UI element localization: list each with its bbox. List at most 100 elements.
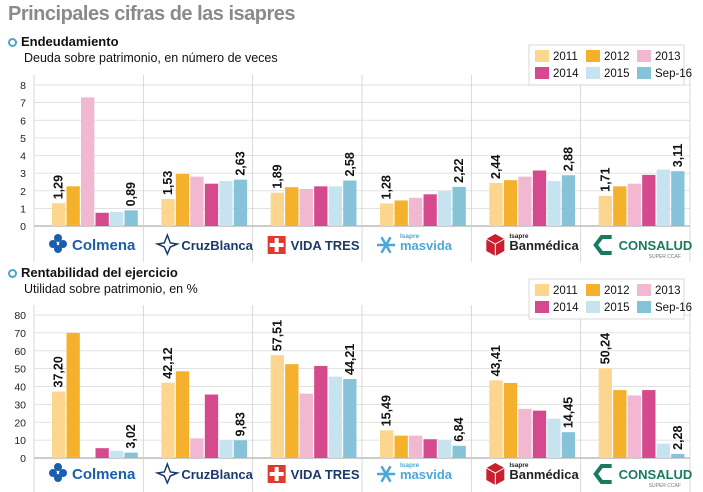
y-tick-label: 4 (20, 151, 26, 163)
legend-swatch (637, 50, 651, 62)
bar (380, 430, 394, 458)
consalud-c-icon (593, 464, 612, 484)
data-label: 50,24 (598, 333, 612, 364)
bar (204, 394, 219, 458)
legend-label: 2012 (604, 285, 630, 297)
y-tick-label: 6 (20, 115, 26, 127)
data-label: 57,51 (270, 320, 284, 351)
y-tick-label: 0 (20, 221, 26, 233)
company-name: Banmédica (509, 238, 579, 253)
y-tick-label: 50 (14, 364, 26, 376)
colmena-cross-icon (49, 469, 57, 477)
bar (124, 452, 138, 458)
bar (110, 450, 124, 458)
company-suffix: SUPER CCAF (649, 254, 681, 260)
legend-label: 2012 (604, 51, 630, 63)
bar (161, 382, 175, 458)
legend-label: 2013 (655, 51, 681, 63)
company-logo: CruzBlanca (154, 232, 254, 256)
company-suffix: SUPER CCAF (649, 483, 681, 489)
y-tick-label: 60 (14, 346, 26, 358)
legend-label: 2015 (604, 68, 630, 80)
data-label: 2,88 (561, 147, 575, 171)
bar (452, 186, 466, 226)
colmena-cross-icon (54, 474, 62, 482)
bar (518, 408, 532, 458)
masvida-snowflake-icon (380, 465, 392, 483)
bar (532, 170, 547, 226)
company-name: Banmédica (509, 467, 579, 482)
bar (175, 371, 190, 458)
company-logo: Colmena (49, 234, 136, 254)
data-label: 44,21 (343, 344, 357, 375)
company-logo: VIDA TRES (267, 465, 360, 483)
legend-label: 2011 (553, 51, 578, 63)
data-label: 1,53 (161, 171, 175, 195)
legend-swatch (586, 50, 600, 62)
section-heading-rentabilidad: Rentabilidad del ejercicio (8, 265, 178, 280)
y-tick-label: 3 (20, 168, 26, 180)
data-label: 42,12 (161, 347, 175, 378)
legend-label: 2014 (553, 68, 579, 80)
bar (219, 181, 233, 226)
bar (314, 186, 328, 226)
colmena-cross-icon (54, 463, 62, 471)
y-tick-label: 2 (20, 186, 26, 198)
y-tick-label: 5 (20, 133, 26, 145)
bar (299, 393, 313, 458)
y-tick-label: 1 (20, 203, 26, 215)
legend-swatch (637, 67, 651, 79)
bar (219, 440, 233, 458)
legend-box (528, 44, 685, 86)
bar (328, 376, 342, 458)
company-prefix: Isapre (400, 233, 420, 240)
colmena-cross-icon (54, 234, 62, 242)
colmena-cross-icon (59, 240, 67, 248)
data-label: 2,28 (671, 426, 685, 450)
bar (423, 439, 437, 458)
bar (656, 443, 670, 458)
data-label: 2,58 (343, 152, 357, 176)
company-prefix: Isapre (509, 233, 529, 240)
banmedica-cube-icon (486, 238, 505, 256)
data-label: 14,45 (561, 397, 575, 428)
colmena-cross-icon (54, 245, 62, 253)
data-label: 37,20 (52, 356, 66, 387)
masvida-snowflake-icon (380, 236, 392, 254)
consalud-c-icon (593, 235, 612, 255)
bar (95, 212, 109, 226)
bar (642, 174, 656, 226)
bar (81, 97, 95, 227)
data-label: 3,02 (124, 424, 138, 448)
bar (627, 183, 641, 226)
colmena-cross-icon (59, 469, 67, 477)
company-name: CONSALUD (619, 467, 693, 482)
bar (532, 410, 547, 458)
vidatres-cross-icon (269, 243, 284, 247)
company-name: VIDA TRES (291, 467, 360, 482)
y-tick-label: 10 (14, 435, 26, 447)
data-label: 1,71 (598, 167, 612, 191)
legend-label: Sep-16 (655, 68, 692, 80)
legend-label: Sep-16 (655, 302, 692, 314)
legend-swatch (637, 301, 651, 313)
company-name: masvida (400, 467, 453, 482)
bullet-icon (8, 269, 17, 278)
data-label: 0,89 (124, 182, 138, 206)
legend-swatch (637, 284, 651, 296)
legend-label: 2014 (553, 302, 579, 314)
bar (394, 435, 408, 458)
y-tick-label: 7 (20, 98, 26, 110)
legend: 2011 2012 2013 2014 2015 Sep-16 (528, 278, 692, 320)
legend-swatch (586, 67, 600, 79)
page-title: Principales cifras de las isapres (8, 3, 296, 25)
data-label: 6,84 (452, 417, 466, 441)
bar (233, 440, 248, 458)
colmena-cross-icon (49, 240, 57, 248)
bar (110, 211, 124, 226)
legend-swatch (535, 67, 549, 79)
bar (394, 200, 408, 226)
